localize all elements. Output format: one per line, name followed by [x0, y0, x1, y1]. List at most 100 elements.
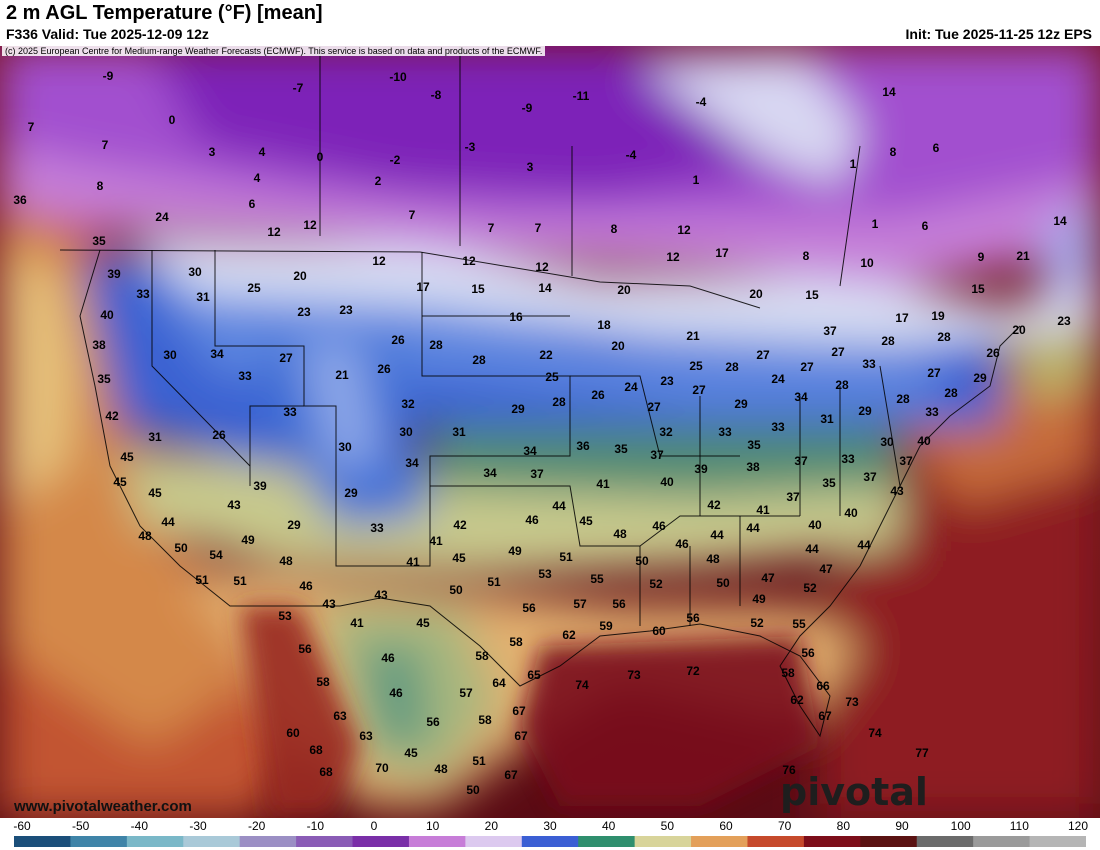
temperature-value: 37: [786, 490, 800, 504]
temperature-value: 40: [844, 506, 858, 520]
colorbar-segment: [239, 836, 297, 847]
temperature-value: 34: [405, 456, 419, 470]
temperature-value: 33: [771, 420, 785, 434]
temperature-value: 77: [915, 746, 929, 760]
temperature-value: 41: [596, 477, 610, 491]
temperature-value: 21: [335, 368, 349, 382]
temperature-value: 31: [452, 425, 466, 439]
temperature-value: 12: [462, 254, 476, 268]
temperature-value: 19: [931, 309, 945, 323]
temperature-value: 37: [650, 448, 664, 462]
temperature-value: 1: [693, 173, 700, 187]
temperature-value: 3: [527, 160, 534, 174]
colorbar-segment: [296, 836, 354, 847]
temperature-value: 49: [508, 544, 522, 558]
temperature-value: 28: [881, 334, 895, 348]
temperature-value: 20: [611, 339, 625, 353]
temperature-value: 29: [973, 371, 987, 385]
colorbar-segment: [916, 836, 974, 847]
temperature-value: 48: [138, 529, 152, 543]
temperature-value: 16: [509, 310, 523, 324]
colorbar-segment: [183, 836, 241, 847]
temperature-value: 27: [756, 348, 770, 362]
temperature-value: 53: [538, 567, 552, 581]
temperature-value: 20: [1012, 323, 1026, 337]
colorbar-tick-label: 0: [370, 819, 378, 833]
temperature-value: 48: [434, 762, 448, 776]
temperature-value: 58: [475, 649, 489, 663]
temperature-value: 33: [136, 287, 150, 301]
temperature-value: 12: [677, 223, 691, 237]
temperature-value: 56: [522, 601, 536, 615]
temperature-value: 34: [210, 347, 224, 361]
temperature-value: 29: [734, 397, 748, 411]
temperature-value: 50: [716, 576, 730, 590]
temperature-value: 56: [612, 597, 626, 611]
temperature-value: 6: [933, 141, 940, 155]
temperature-value: 41: [350, 616, 364, 630]
temperature-value: 45: [416, 616, 430, 630]
temperature-value: 31: [196, 290, 210, 304]
temperature-value: 33: [718, 425, 732, 439]
temperature-value: 37: [794, 454, 808, 468]
temperature-value: -9: [522, 101, 533, 115]
colorbar-tick-label: 100: [950, 819, 971, 833]
colorbar-tick-label: 80: [836, 819, 851, 833]
temperature-value: 24: [155, 210, 169, 224]
temperature-value: -4: [626, 148, 637, 162]
temperature-value: 49: [752, 592, 766, 606]
temperature-value: 26: [212, 428, 226, 442]
temperature-value: 33: [283, 405, 297, 419]
temperature-value: 27: [831, 345, 845, 359]
temperature-value: 42: [105, 409, 119, 423]
temperature-value: 51: [195, 573, 209, 587]
temperature-value: 32: [401, 397, 415, 411]
temperature-value: 37: [530, 467, 544, 481]
temperature-value: 65: [527, 668, 541, 682]
temperature-value: 24: [624, 380, 638, 394]
temperature-value: 30: [163, 348, 177, 362]
colorbar-segment: [70, 836, 128, 847]
colorbar-segment: [14, 836, 71, 847]
colorbar-tick-label: -20: [247, 819, 266, 833]
colorbar-tick-label: 40: [601, 819, 616, 833]
temperature-value: 47: [819, 562, 833, 576]
colorbar-tick-label: -50: [71, 819, 90, 833]
temperature-value: 45: [579, 514, 593, 528]
colorbar-tick-label: 110: [1009, 819, 1029, 833]
temperature-value: 21: [686, 329, 700, 343]
temperature-value: 66: [816, 679, 830, 693]
temperature-value: 8: [890, 145, 897, 159]
temperature-value: 0: [317, 150, 324, 164]
temperature-value: 52: [649, 577, 663, 591]
temperature-value: -9: [103, 69, 114, 83]
temperature-value: 27: [647, 400, 661, 414]
temperature-value: 51: [559, 550, 573, 564]
attribution: (c) 2025 European Centre for Medium-rang…: [2, 46, 546, 56]
temperature-value: 46: [389, 686, 403, 700]
temperature-value: 26: [591, 388, 605, 402]
temperature-value: 63: [359, 729, 373, 743]
temperature-value: 57: [573, 597, 587, 611]
temperature-value: 24: [771, 372, 785, 386]
temperature-value: 39: [107, 267, 121, 281]
colorbar-tick-label: 60: [719, 819, 733, 833]
watermark-url[interactable]: www.pivotalweather.com: [14, 798, 192, 815]
temperature-value: 43: [227, 498, 241, 512]
colorbar: -60 -50 -40 -30 -20 -10 0 10 20 30 40 50 60 70 80 90 100…: [0, 818, 1100, 850]
temperature-value: 14: [1053, 214, 1067, 228]
temperature-value: 12: [535, 260, 549, 274]
temperature-value: 8: [611, 222, 618, 236]
temperature-value: 27: [279, 351, 293, 365]
temperature-value: 58: [509, 635, 523, 649]
temperature-value: 41: [406, 555, 420, 569]
colorbar-tick-label: 50: [660, 819, 675, 833]
temperature-map[interactable]: -9 -7 -10 -8 -9 -11 -4 14 7 0 7 3 4 0 -2 -3 -4 8 6 1 8 3 4 2 1 36…: [0, 46, 1100, 818]
temperature-value: 44: [805, 542, 819, 556]
temperature-value: 60: [652, 624, 666, 638]
temperature-value: 43: [890, 484, 904, 498]
temperature-value: 28: [937, 330, 951, 344]
colorbar-segment: [1029, 836, 1086, 847]
temperature-value: 28: [552, 395, 566, 409]
colorbar-tick-label: 20: [484, 819, 499, 833]
